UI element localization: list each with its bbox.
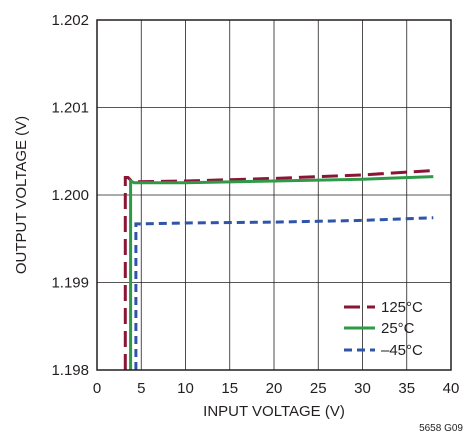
y-tick-label-4: 1.202: [51, 12, 89, 29]
plot-frame: [96, 19, 452, 371]
x-tick-label-1: 5: [137, 380, 145, 397]
x-tick-label-0: 0: [93, 380, 101, 397]
y-tick-label-0: 1.198: [51, 362, 89, 379]
series-line-2: [134, 216, 434, 370]
x-tick-label-2: 10: [177, 380, 194, 397]
x-tick-labels: 0 5 10 15 20 25 30 35 40: [93, 380, 460, 397]
x-tick-label-7: 35: [398, 380, 415, 397]
y-tick-labels: 1.198 1.199 1.200 1.201 1.202: [51, 12, 89, 379]
legend-label-2: –45°C: [381, 342, 423, 359]
series-line-1: [129, 175, 434, 370]
legend: 125°C 25°C –45°C: [344, 299, 423, 359]
x-axis-label: INPUT VOLTAGE (V): [203, 403, 345, 420]
x-tick-label-6: 30: [354, 380, 371, 397]
legend-label-1: 25°C: [381, 320, 415, 337]
y-tick-label-2: 1.200: [51, 187, 89, 204]
x-tick-label-5: 25: [310, 380, 327, 397]
x-tick-label-8: 40: [443, 380, 460, 397]
y-tick-label-1: 1.199: [51, 275, 89, 292]
x-tick-label-4: 20: [266, 380, 283, 397]
legend-label-0: 125°C: [381, 299, 423, 316]
series-layer: [123, 169, 434, 370]
series-line-0: [123, 169, 434, 370]
y-tick-label-3: 1.201: [51, 100, 89, 117]
x-tick-label-3: 15: [221, 380, 238, 397]
figure-code: 5658 G09: [419, 423, 463, 434]
y-axis-label: OUTPUT VOLTAGE (V): [13, 116, 30, 274]
